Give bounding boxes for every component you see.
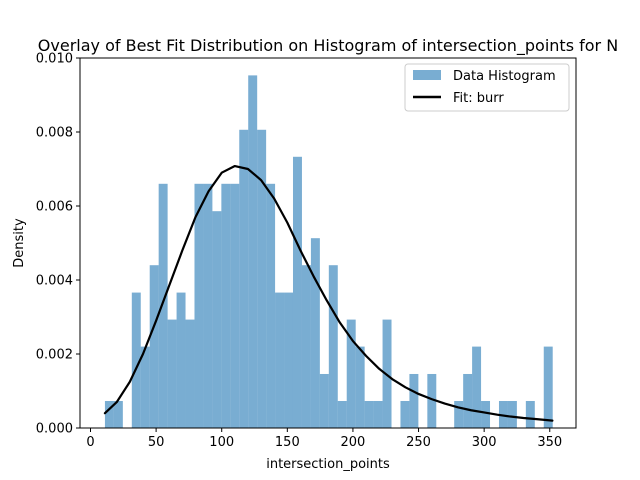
histogram-bar — [400, 400, 410, 428]
y-tick-label: 0.010 — [36, 52, 73, 67]
y-tick-label: 0.000 — [36, 422, 73, 437]
x-axis-label: intersection_points — [266, 457, 390, 472]
histogram-bar — [275, 292, 285, 428]
x-axis-ticks: 0 50 100 150 200 250 300 350 — [86, 428, 562, 450]
x-tick-label: 300 — [472, 435, 497, 450]
histogram-bar — [113, 400, 123, 428]
legend-box — [404, 63, 570, 112]
x-tick-label: 150 — [275, 435, 300, 450]
histogram-bar — [525, 400, 535, 428]
histogram-bar — [364, 400, 374, 428]
legend-label-fit: Fit: burr — [453, 91, 504, 106]
histogram-bar — [203, 183, 213, 428]
histogram-bar — [481, 400, 491, 428]
histogram-bar — [239, 129, 249, 428]
histogram-bar — [310, 238, 320, 428]
histogram-bar — [248, 75, 258, 428]
y-tick-label: 0.008 — [36, 126, 73, 141]
histogram-bar — [454, 400, 464, 428]
histogram-bar — [284, 292, 293, 428]
histogram-bar — [463, 373, 473, 428]
x-tick-label: 250 — [406, 435, 431, 450]
histogram-bar — [176, 292, 186, 428]
legend-swatch-histogram — [413, 70, 441, 80]
histogram-bar — [427, 373, 437, 428]
x-tick-label: 350 — [537, 435, 562, 450]
fit-curve-line — [103, 164, 554, 422]
histogram-bar — [257, 129, 267, 428]
plot-frame — [79, 57, 577, 429]
histogram-bar — [266, 183, 276, 428]
y-tick-label: 0.006 — [36, 200, 73, 215]
x-tick-label: 50 — [148, 435, 165, 450]
x-tick-label: 100 — [209, 435, 234, 450]
histogram-bar — [337, 400, 347, 428]
histogram-bar — [167, 319, 177, 428]
histogram-bar — [212, 211, 222, 428]
histogram-bar — [292, 156, 302, 429]
histogram-bar — [131, 292, 141, 428]
legend-label-histogram: Data Histogram — [453, 69, 556, 84]
histogram-bar — [149, 265, 159, 428]
histogram-bar — [355, 346, 365, 428]
histogram-bar — [221, 183, 231, 428]
histogram-bars — [104, 75, 553, 429]
histogram-bar — [472, 346, 482, 428]
y-tick-label: 0.002 — [36, 348, 73, 363]
y-axis-ticks: 0.000 0.002 0.004 0.006 0.008 0.010 — [36, 52, 80, 437]
histogram-bar — [373, 400, 383, 428]
histogram-bar — [158, 183, 168, 428]
fit-curve-group — [103, 164, 554, 422]
y-axis-label: Density — [12, 218, 27, 268]
histogram-bar — [230, 183, 240, 428]
x-tick-label: 200 — [341, 435, 366, 450]
histogram-bar — [140, 346, 150, 428]
histogram-bar — [409, 373, 419, 428]
histogram-bar — [346, 319, 356, 428]
legend: Data Histogram Fit: burr — [404, 63, 570, 112]
x-tick-label: 0 — [86, 435, 94, 450]
chart-title: Overlay of Best Fit Distribution on Hist… — [38, 36, 618, 56]
histogram-bar — [104, 400, 114, 428]
y-tick-label: 0.004 — [36, 274, 73, 289]
histogram-bar — [328, 265, 338, 428]
histogram-bar — [543, 346, 553, 428]
histogram-bar — [507, 400, 517, 428]
histogram-bar — [319, 373, 329, 428]
histogram-bar — [194, 183, 204, 428]
histogram-bar — [301, 265, 311, 428]
histogram-bar — [185, 319, 195, 428]
